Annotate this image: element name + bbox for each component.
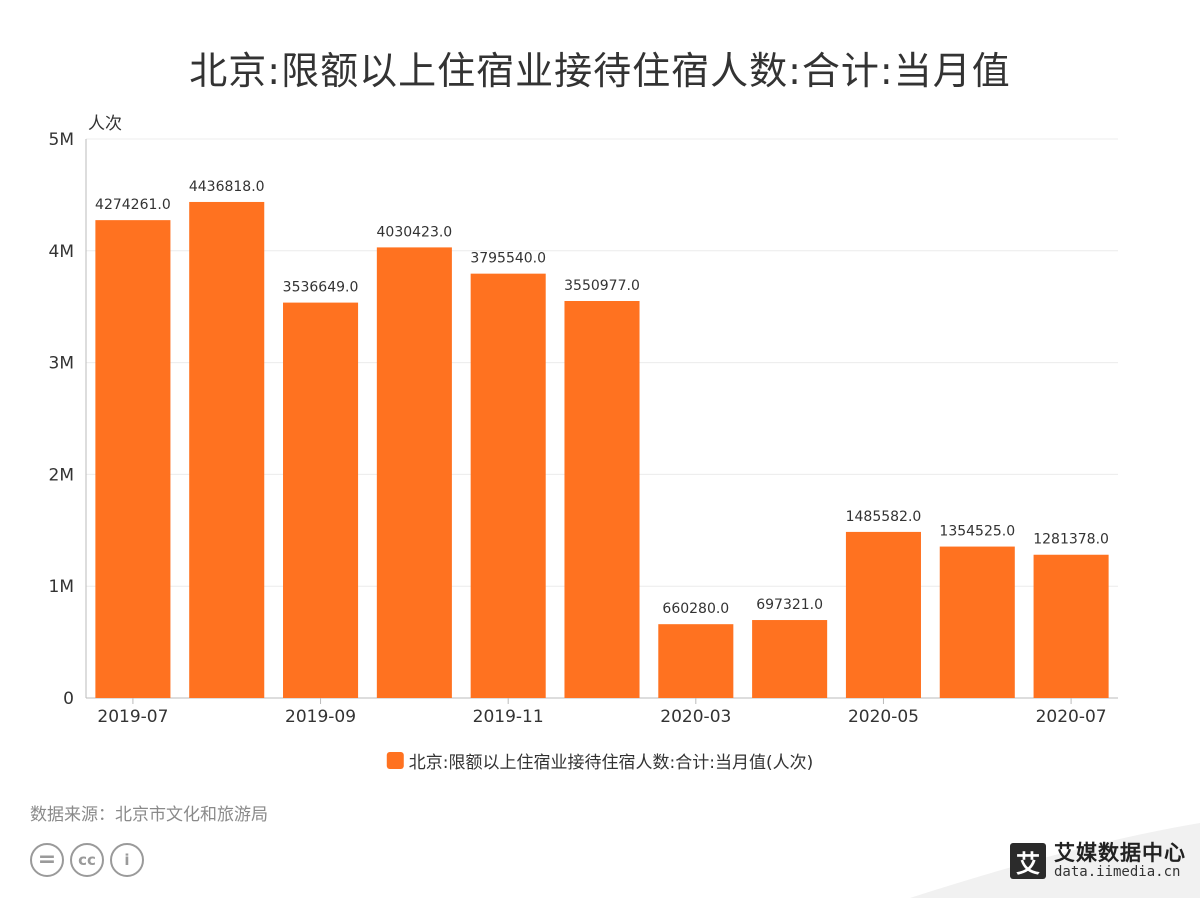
iimedia-logo-icon: 艾 (1010, 843, 1046, 880)
bar (564, 301, 640, 698)
brand-background-shape (910, 823, 1200, 898)
y-tick-label: 3M (49, 354, 74, 374)
bar-value-label: 3550977.0 (564, 278, 640, 294)
bar-value-label: 4274261.0 (95, 197, 171, 213)
bar-value-label: 1485582.0 (846, 509, 922, 525)
bar (189, 201, 265, 698)
bar (845, 531, 921, 698)
bar-value-label: 697321.0 (756, 597, 823, 613)
x-tick-label: 2019-09 (285, 707, 356, 727)
chart-title: 北京:限额以上住宿业接待住宿人数:合计:当月值 (189, 49, 1011, 93)
bar-value-label: 1281378.0 (1033, 532, 1109, 548)
bar (939, 546, 1015, 698)
y-tick-label: 2M (49, 465, 74, 485)
license-icons: = cc i (30, 843, 144, 877)
bar-value-label: 3795540.0 (470, 251, 546, 267)
bar (658, 624, 734, 698)
data-source: 数据来源：北京市文化和旅游局 (30, 805, 268, 825)
bar-value-label: 4030423.0 (377, 224, 453, 240)
attribution-icon: i (110, 843, 144, 877)
y-tick-label: 5M (49, 130, 74, 150)
x-tick-label: 2020-03 (660, 707, 731, 727)
x-tick-label: 2020-07 (1036, 707, 1107, 727)
bar (376, 247, 452, 698)
y-tick-label: 1M (49, 577, 74, 597)
bar (283, 302, 359, 698)
bar (95, 220, 171, 698)
y-tick-label: 0 (63, 689, 74, 709)
brand-url: data.iimedia.cn (1054, 864, 1181, 881)
bar (752, 620, 828, 698)
bar (1033, 554, 1109, 698)
brand-name: 艾媒数据中心 (1054, 841, 1186, 865)
y-axis-label: 人次 (88, 114, 122, 134)
bar-value-label: 660280.0 (662, 601, 729, 617)
bar (470, 273, 546, 698)
y-tick-label: 4M (49, 242, 74, 262)
bar-value-label: 1354525.0 (939, 524, 1015, 540)
legend-label: 北京:限额以上住宿业接待住宿人数:合计:当月值(人次) (409, 753, 813, 773)
x-tick-label: 2019-07 (97, 707, 168, 727)
bar-value-label: 4436818.0 (189, 179, 265, 195)
cc-icon: cc (70, 843, 104, 877)
bar-chart: 0 1M 2M 3M 4M 5M 人次 4274261.0 2019-07 4436818.0 35… (49, 114, 1118, 773)
bar-value-label: 3536649.0 (283, 280, 359, 296)
x-tick-label: 2020-05 (848, 707, 919, 727)
brand-logo: 艾 艾媒数据中心 data.iimedia.cn (1010, 841, 1186, 881)
x-tick-label: 2019-11 (473, 707, 544, 727)
legend-swatch (386, 752, 404, 769)
equals-icon: = (30, 843, 64, 877)
